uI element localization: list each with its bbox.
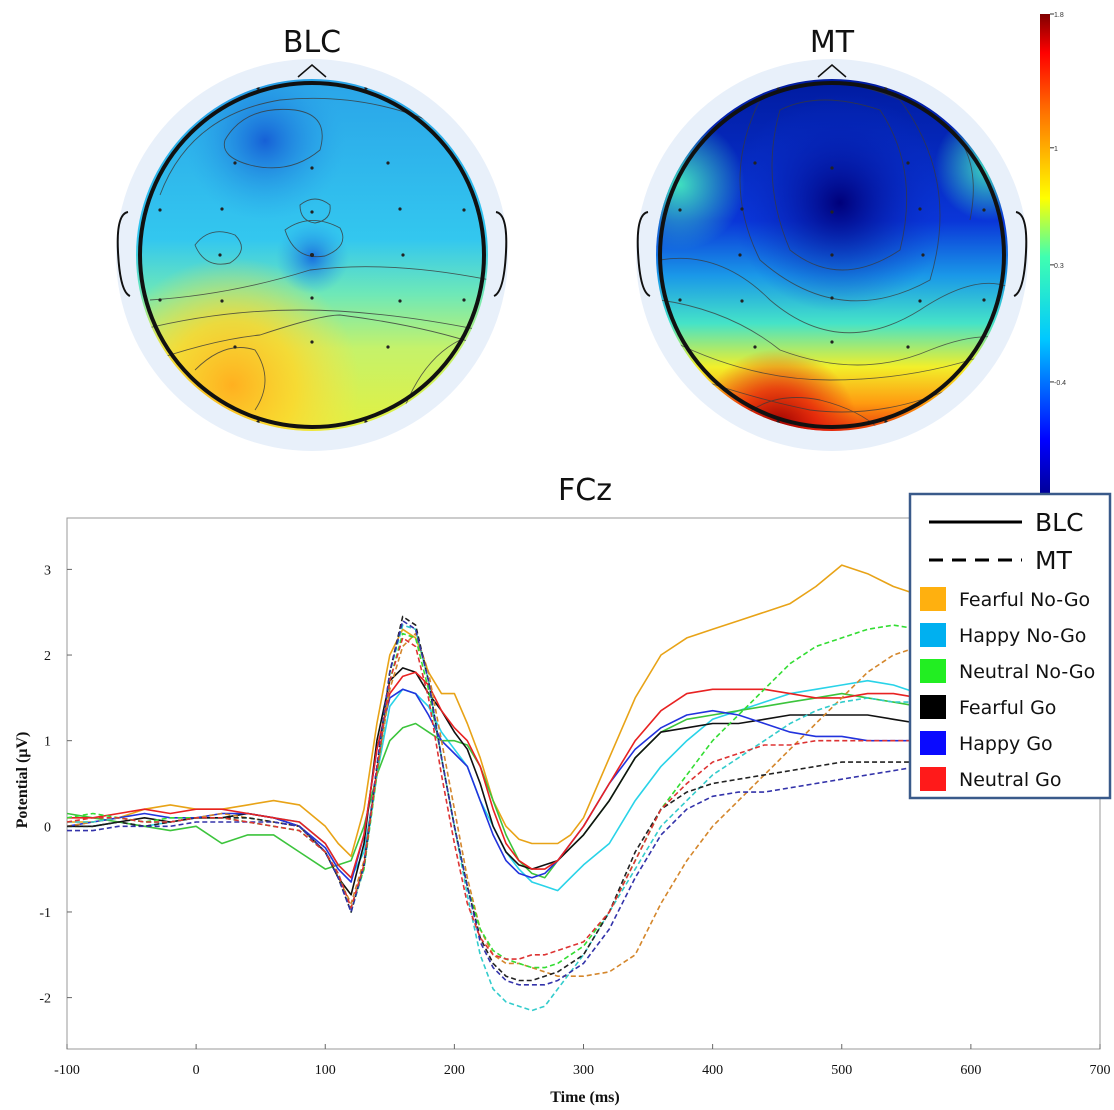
legend-swatch: [920, 731, 946, 755]
series-line-mt-9: [67, 615, 1049, 982]
legend-label: Neutral No-Go: [959, 661, 1095, 683]
legend-item-happy-go: Happy Go: [920, 731, 1053, 755]
blc-head-outline: [138, 81, 486, 429]
blc-nose: [297, 64, 327, 78]
x-tick-label: 600: [960, 1063, 981, 1078]
y-tick-label: -2: [39, 992, 51, 1007]
legend-item-neutral-nogo: Neutral No-Go: [920, 659, 1095, 683]
blc-topomap: BLC: [116, 25, 508, 451]
colorbar-ticks: 1.8 1 0.3 -0.4: [1050, 12, 1066, 387]
legend-label: Neutral Go: [959, 769, 1062, 791]
colorbar: 1.8 1 0.3 -0.4: [1040, 12, 1066, 499]
x-tick-label: 300: [573, 1063, 594, 1078]
mt-head-outline: [658, 81, 1006, 429]
series-line-mt-7: [67, 624, 1049, 1012]
colorbar-tick-label: 1.8: [1054, 12, 1064, 19]
legend-color-items: Fearful No-Go Happy No-Go Neutral No-Go …: [920, 587, 1095, 791]
legend-label: Happy Go: [959, 733, 1053, 755]
series-layer: [67, 564, 1049, 1012]
x-tick-label: 700: [1090, 1063, 1111, 1078]
colorbar-tick-label: -0.4: [1054, 380, 1066, 387]
y-tick-label: 3: [44, 563, 51, 578]
legend-label: Happy No-Go: [959, 625, 1086, 647]
mt-nose: [817, 64, 847, 78]
legend-item-happy-nogo: Happy No-Go: [920, 623, 1086, 647]
y-tick-label: 1: [44, 735, 51, 750]
mt-right-ear: [1013, 211, 1028, 297]
legend-item-neutral-go: Neutral Go: [920, 767, 1062, 791]
fcz-title: FCz: [558, 473, 612, 508]
blc-left-ear: [116, 211, 131, 297]
legend-label-blc: BLC: [1035, 508, 1084, 537]
blc-title: BLC: [283, 25, 341, 60]
x-tick-label: -100: [54, 1063, 80, 1078]
colorbar-gradient: [1040, 14, 1050, 499]
legend-label-mt: MT: [1035, 546, 1073, 575]
mt-title: MT: [810, 25, 855, 60]
legend-label: Fearful No-Go: [959, 589, 1090, 611]
legend: BLC MT Fearful No-Go Happy No-Go Neutral…: [908, 492, 1112, 800]
mt-left-ear: [636, 211, 651, 297]
colorbar-tick-label: 0.3: [1054, 263, 1064, 270]
legend-item-blc: BLC: [929, 508, 1084, 537]
blc-right-ear: [493, 211, 508, 297]
y-axis-label: Potential (µV): [14, 732, 31, 829]
mt-topomap: MT: [636, 25, 1028, 451]
x-tick-label: 200: [444, 1063, 465, 1078]
colorbar-tick-label: 1: [1054, 146, 1058, 153]
blc-field: [136, 79, 488, 431]
legend-swatch: [920, 623, 946, 647]
legend-item-fearful-nogo: Fearful No-Go: [920, 587, 1090, 611]
y-tick-label: -1: [39, 906, 51, 921]
axes: -100 0 100 200 300 400 500 600 700 -2 -1 0 1 2 3: [39, 563, 1110, 1078]
series-line-mt-10: [67, 620, 1049, 986]
x-tick-label: 400: [702, 1063, 723, 1078]
legend-swatch: [920, 695, 946, 719]
legend-label: Fearful Go: [959, 697, 1056, 719]
legend-swatch: [920, 659, 946, 683]
y-tick-label: 2: [44, 649, 51, 664]
x-tick-label: 100: [315, 1063, 336, 1078]
x-tick-label: 500: [831, 1063, 852, 1078]
y-tick-label: 0: [44, 820, 51, 835]
legend-swatch: [920, 587, 946, 611]
x-axis-label: Time (ms): [550, 1089, 619, 1106]
x-tick-label: 0: [193, 1063, 200, 1078]
series-line-blc-2: [67, 692, 1049, 879]
mt-field: [656, 79, 1008, 431]
legend-item-fearful-go: Fearful Go: [920, 695, 1056, 719]
series-line-blc-0: [67, 564, 1049, 858]
legend-swatch: [920, 767, 946, 791]
series-line-mt-11: [67, 637, 1049, 960]
legend-item-mt: MT: [929, 546, 1073, 575]
